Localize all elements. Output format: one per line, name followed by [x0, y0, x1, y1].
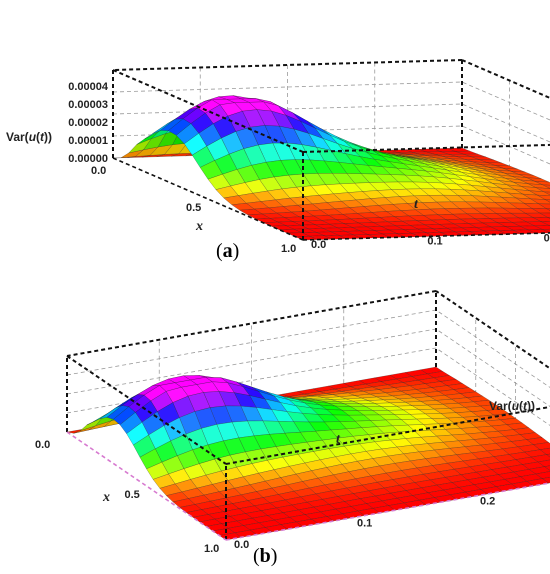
surface-cell [527, 183, 550, 189]
z-tick-label: 0.00001 [68, 135, 108, 147]
surface-cell [529, 190, 550, 197]
bounding-box [112, 59, 550, 241]
surface-cell [537, 203, 550, 209]
surface-cell [547, 217, 550, 219]
x-tick-label: 0.5 [186, 202, 201, 214]
panel-b: 0.00.51.00.00.10.20.30.000000.000050.000… [35, 290, 550, 555]
surface [112, 95, 550, 241]
surface-cell [532, 442, 550, 450]
surface-cell [537, 459, 550, 467]
t-tick-label: 0.0 [234, 539, 249, 551]
z-axis-label: Var(u(t)) [489, 399, 535, 413]
tick-labels: 0.00.51.00.00.10.20.30.000000.000050.000… [35, 439, 495, 555]
panel-a: 0.00.51.00.00.10.20.30.000000.000010.000… [6, 59, 550, 255]
x-tick-label: 0.0 [35, 439, 50, 451]
surface-cell [544, 199, 550, 203]
tick-labels: 0.00.51.00.00.10.20.30.000000.000010.000… [68, 81, 550, 255]
x-tick-label: 0.5 [125, 489, 140, 501]
bounding-box [66, 290, 550, 541]
t-tick-label: 0.1 [357, 517, 372, 529]
t-tick-label: 0.2 [544, 232, 550, 244]
x-tick-label: 0.0 [91, 165, 106, 177]
surface-cell [546, 208, 550, 211]
back-grid [66, 291, 550, 426]
surface-cell [539, 212, 550, 218]
surface-cell [411, 232, 435, 237]
panel-b-caption: (b) [253, 545, 277, 567]
panel-a-caption: (a) [216, 240, 239, 262]
t-tick-label: 0.1 [427, 236, 442, 248]
surface-cell [545, 453, 550, 458]
surface-cell [534, 225, 550, 230]
z-tick-label: 0.00002 [68, 117, 108, 129]
t-axis-label: t [336, 432, 341, 447]
x-axis-label: x [102, 490, 110, 505]
z-tick-label: 0.00003 [68, 99, 108, 111]
z-tick-label: 0.00004 [68, 81, 109, 93]
surface-cell [249, 527, 273, 535]
x-tick-label: 1.0 [281, 243, 296, 255]
x-axis-label: x [195, 219, 203, 234]
t-tick-label: 0.0 [311, 239, 326, 251]
surface-cell [396, 232, 420, 238]
t-axis-label: t [414, 197, 419, 212]
z-axis-label: Var(u(t)) [6, 130, 52, 144]
t-tick-label: 0.2 [480, 496, 495, 508]
z-tick-label: 0.00000 [68, 153, 108, 165]
x-tick-label: 1.0 [204, 543, 219, 555]
surface [66, 366, 550, 541]
